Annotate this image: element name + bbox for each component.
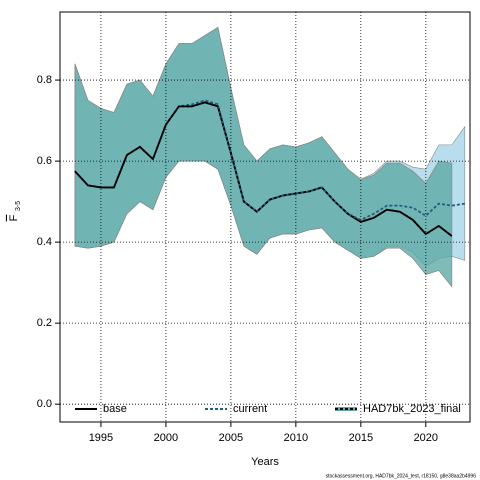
y-label-subscript: 3-5 bbox=[15, 201, 22, 211]
x-tick-label: 2020 bbox=[414, 432, 438, 444]
y-tick-label: 0.4 bbox=[37, 236, 52, 248]
series-line bbox=[74, 101, 453, 237]
plot-frame bbox=[59, 11, 471, 423]
confidence-band bbox=[74, 26, 453, 288]
legend-label: base bbox=[103, 403, 127, 415]
y-tick-label: 0.8 bbox=[37, 74, 52, 86]
x-tick-label: 2005 bbox=[219, 432, 243, 444]
x-tick-label: 1995 bbox=[89, 432, 113, 444]
x-tick-label: 2000 bbox=[154, 432, 178, 444]
y-tick-label: 0.2 bbox=[37, 317, 52, 329]
y-tick-label: 0.0 bbox=[37, 398, 52, 410]
y-axis-label: F 3-5 bbox=[8, 201, 22, 222]
y-label-symbol: F bbox=[8, 214, 20, 221]
x-tick-label: 2010 bbox=[284, 432, 308, 444]
x-axis-label: Years bbox=[251, 456, 279, 468]
y-tick-label: 0.6 bbox=[37, 155, 52, 167]
legend-label: current bbox=[233, 403, 267, 415]
x-tick-label: 2015 bbox=[349, 432, 373, 444]
legend-label: HAD7bk_2023_final bbox=[363, 403, 461, 415]
caption: stockassessment.org, HAD7bk_2024_test, r… bbox=[326, 473, 477, 479]
